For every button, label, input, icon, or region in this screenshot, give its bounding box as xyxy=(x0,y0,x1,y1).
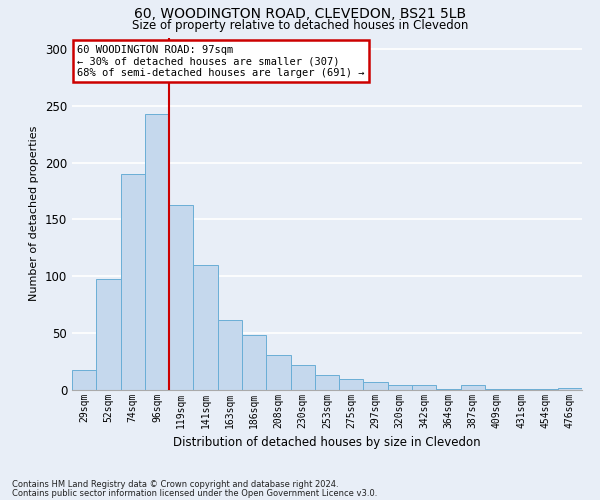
Bar xyxy=(436,389,461,390)
Bar xyxy=(485,389,509,390)
Bar xyxy=(461,386,485,390)
Text: Size of property relative to detached houses in Clevedon: Size of property relative to detached ho… xyxy=(132,18,468,32)
Bar xyxy=(145,114,169,390)
Bar xyxy=(242,336,266,390)
Bar xyxy=(169,204,193,390)
Bar xyxy=(266,355,290,390)
Bar xyxy=(193,265,218,390)
Bar xyxy=(364,382,388,390)
X-axis label: Distribution of detached houses by size in Clevedon: Distribution of detached houses by size … xyxy=(173,436,481,450)
Text: 60, WOODINGTON ROAD, CLEVEDON, BS21 5LB: 60, WOODINGTON ROAD, CLEVEDON, BS21 5LB xyxy=(134,8,466,22)
Bar xyxy=(72,370,96,390)
Y-axis label: Number of detached properties: Number of detached properties xyxy=(29,126,40,302)
Bar xyxy=(388,386,412,390)
Bar xyxy=(96,278,121,390)
Bar xyxy=(412,386,436,390)
Bar xyxy=(315,375,339,390)
Bar xyxy=(533,389,558,390)
Bar xyxy=(121,174,145,390)
Text: Contains HM Land Registry data © Crown copyright and database right 2024.: Contains HM Land Registry data © Crown c… xyxy=(12,480,338,489)
Bar xyxy=(290,365,315,390)
Bar xyxy=(558,388,582,390)
Bar xyxy=(509,389,533,390)
Text: 60 WOODINGTON ROAD: 97sqm
← 30% of detached houses are smaller (307)
68% of semi: 60 WOODINGTON ROAD: 97sqm ← 30% of detac… xyxy=(77,44,365,78)
Bar xyxy=(339,378,364,390)
Bar xyxy=(218,320,242,390)
Text: Contains public sector information licensed under the Open Government Licence v3: Contains public sector information licen… xyxy=(12,488,377,498)
